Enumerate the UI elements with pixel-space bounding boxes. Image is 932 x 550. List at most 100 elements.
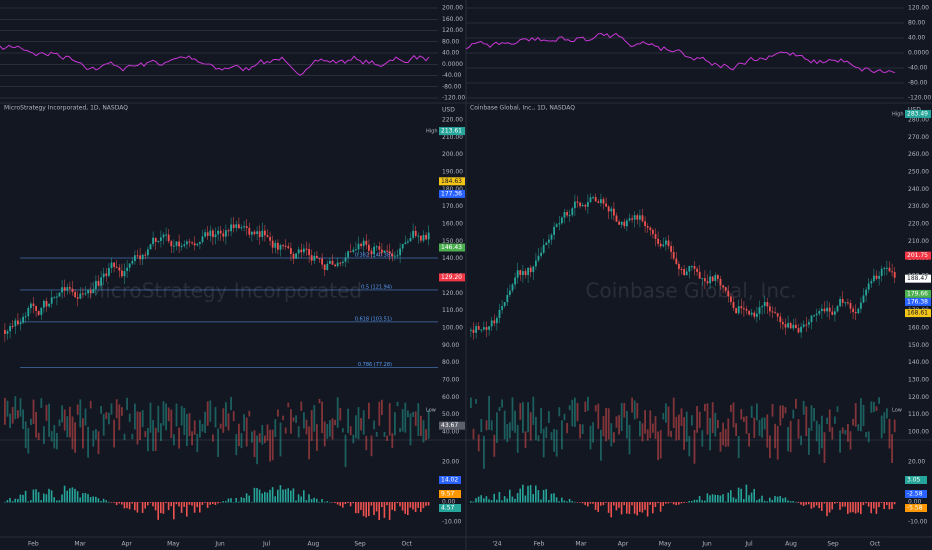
candle (566, 212, 568, 216)
candle (509, 290, 511, 295)
candle (256, 231, 258, 235)
macd-hist (665, 502, 667, 504)
macd-tick-label: -10.00 (442, 519, 462, 526)
macd-hist (602, 502, 605, 506)
volume (118, 404, 121, 431)
volume (110, 403, 113, 415)
volume (750, 405, 753, 418)
volume (284, 427, 287, 434)
candle (691, 266, 693, 268)
volume (581, 424, 584, 434)
macd-hist (797, 502, 800, 503)
candle (719, 278, 722, 286)
candle (297, 249, 300, 254)
candle (753, 312, 756, 317)
macd-hist (574, 501, 576, 503)
macd-hist (880, 502, 883, 503)
price-tick-label: 210.00 (442, 134, 463, 141)
macd-hist (623, 502, 625, 506)
candle (607, 206, 610, 212)
volume (417, 403, 420, 436)
macd-tick-label: -10.00 (908, 519, 928, 526)
price-badge-text: 188.47 (907, 275, 928, 282)
macd-hist (776, 496, 779, 503)
candle (136, 255, 139, 257)
candle (92, 289, 95, 294)
macd-hist (828, 502, 831, 513)
candle (334, 264, 336, 267)
macd-hist (313, 497, 315, 503)
candle (89, 290, 92, 294)
volume (308, 426, 310, 460)
macd-hist (735, 498, 737, 503)
candle (542, 244, 545, 253)
candle (368, 244, 370, 251)
candle (74, 292, 76, 298)
candle (355, 249, 357, 251)
volume (633, 400, 636, 420)
macd-hist (628, 502, 631, 514)
volume (225, 402, 227, 427)
osc-tick-label: 0.0000 (442, 61, 463, 68)
price-tick-label: 250.00 (908, 169, 929, 176)
candle (706, 281, 709, 284)
candle (727, 290, 730, 297)
volume (191, 431, 193, 446)
volume (373, 420, 375, 430)
macd-hist (295, 500, 297, 503)
volume (553, 428, 555, 452)
candle (321, 258, 323, 265)
volume (854, 403, 857, 427)
volume (490, 420, 493, 431)
macd-hist (89, 497, 92, 503)
volume (11, 406, 14, 424)
macd-hist (19, 494, 22, 503)
macd-hist (852, 502, 854, 513)
candle (11, 326, 14, 328)
volume (516, 424, 519, 453)
oscillator-line (0, 44, 430, 76)
macd-hist (222, 501, 224, 503)
volume (404, 402, 407, 433)
volume (256, 435, 258, 465)
price-tick-label: 200.00 (442, 151, 463, 158)
macd-hist (412, 502, 414, 510)
price-tick-label: 120.00 (908, 394, 929, 401)
price-badge (439, 189, 465, 198)
macd-hist (763, 500, 766, 503)
volume (48, 403, 50, 437)
volume (748, 433, 750, 447)
volume (165, 403, 167, 431)
price-tick-label: 260.00 (908, 151, 929, 158)
macd-hist (618, 502, 620, 508)
candle (381, 249, 383, 253)
volume (501, 399, 503, 408)
candle (113, 262, 115, 267)
candle (561, 217, 563, 224)
candle (600, 199, 602, 204)
macd-hist (704, 500, 706, 503)
macd-hist (61, 494, 63, 503)
macd-hist (303, 490, 305, 503)
volume (498, 407, 501, 412)
volume (813, 408, 815, 422)
macd-hist (605, 502, 607, 503)
volume (326, 423, 329, 439)
x-tick-label: Jul (262, 541, 271, 548)
volume (784, 407, 787, 414)
candle (867, 283, 870, 290)
macd-hist (43, 493, 45, 503)
volume (149, 402, 152, 433)
candle (417, 235, 420, 237)
volume (349, 426, 352, 436)
macd-hist (886, 502, 888, 506)
volume (71, 416, 74, 450)
volume (555, 429, 558, 457)
volume (334, 419, 336, 426)
macd-hist (717, 494, 719, 503)
macd-hist (253, 487, 256, 503)
candle (178, 241, 180, 247)
volume (815, 420, 818, 442)
candle (245, 226, 248, 228)
candle (532, 266, 535, 273)
